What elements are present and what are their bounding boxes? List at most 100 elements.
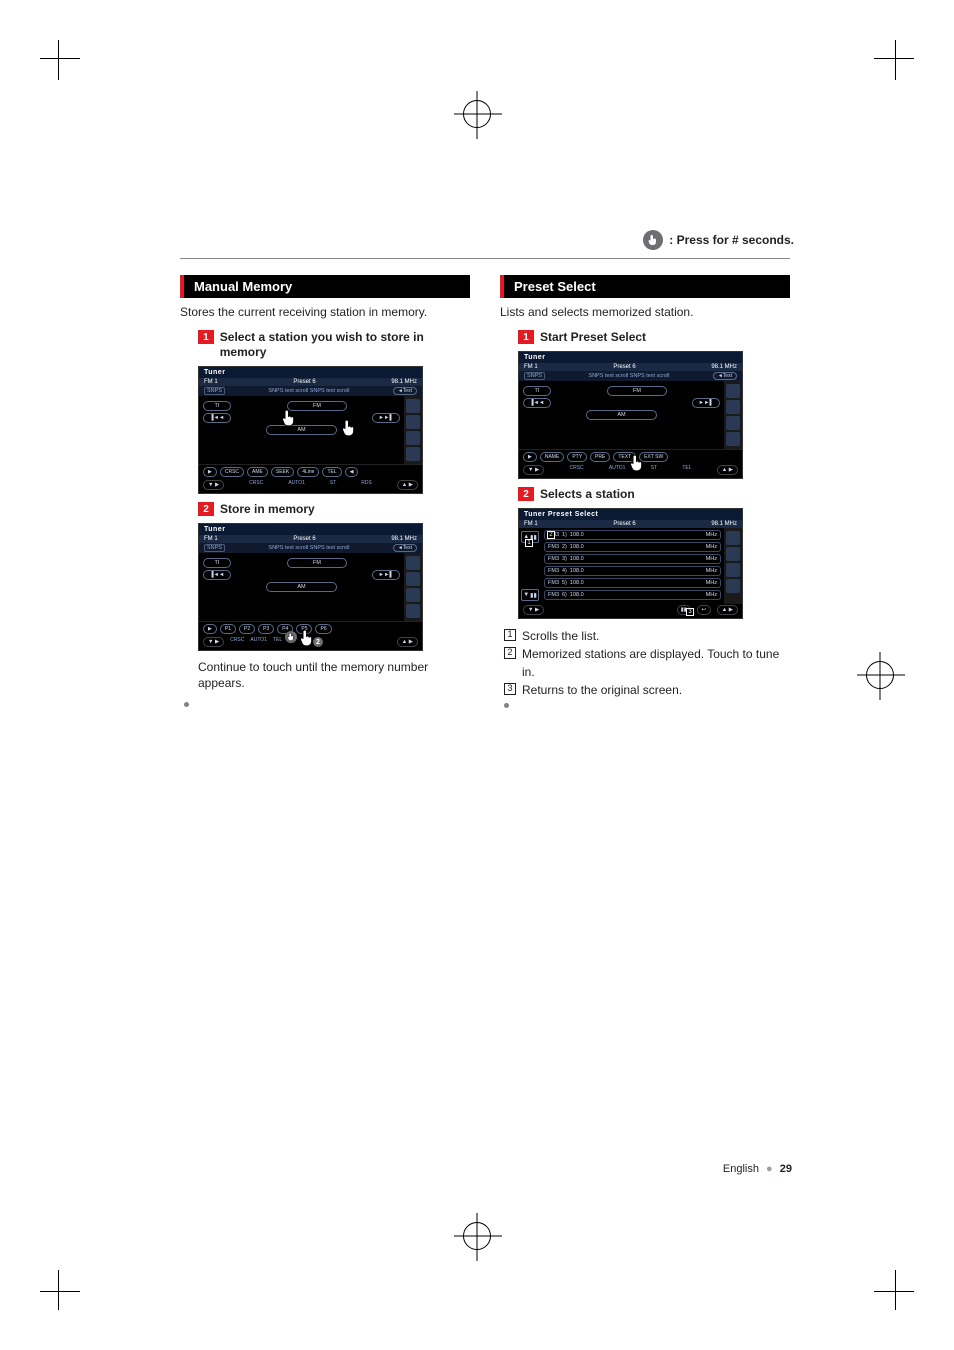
annotation-text: Scrolls the list.	[522, 627, 599, 645]
preset-row[interactable]: FM31)108.0MHz	[544, 530, 721, 540]
next-button[interactable]: ►►▌	[372, 413, 400, 423]
pre-button[interactable]: PRE	[590, 452, 610, 462]
nav-up[interactable]: ▲ ▶	[397, 480, 418, 490]
preset-list: FM31)108.0MHz FM32)108.0MHz FM33)108.0MH…	[541, 528, 724, 604]
am-button[interactable]: AM	[586, 410, 656, 420]
nav-up[interactable]: ▲ ▶	[397, 637, 418, 647]
tuner-screenshot-select: Tuner FM 1 Preset 6 98.1 MHz SNPS SNPS t…	[198, 366, 423, 494]
nav-down[interactable]: ▼ ▶	[203, 637, 224, 647]
scroll-down-button[interactable]: ▼ ▮▮	[521, 589, 539, 601]
status-st: ST	[330, 480, 336, 490]
side-icons	[724, 381, 742, 449]
band-label: FM 1	[524, 521, 538, 527]
step-1-select-station: 1 Select a station you wish to store in …	[198, 330, 470, 360]
status-row: ▼ ▶ ▮▮ ↩ ▲ ▶	[519, 604, 742, 618]
status-auto: AUTO1	[288, 480, 305, 490]
status-auto: AUTO1	[250, 637, 267, 647]
preset-row[interactable]: FM35)108.0MHz	[544, 578, 721, 588]
ame-button[interactable]: AME	[247, 467, 268, 477]
ti-button[interactable]: TI	[523, 386, 551, 396]
ti-button[interactable]: TI	[203, 401, 231, 411]
func-right-button[interactable]: ◀	[345, 467, 359, 477]
side-icon[interactable]	[726, 531, 740, 545]
step-number: 1	[198, 330, 214, 344]
annotation-number: 1	[504, 629, 516, 641]
side-icon[interactable]	[406, 415, 420, 429]
p1-button[interactable]: P1	[220, 624, 236, 634]
name-button[interactable]: NAME	[540, 452, 564, 462]
fm-button[interactable]: FM	[607, 386, 667, 396]
text-scroll-button[interactable]: ◄Text	[393, 544, 417, 552]
step-1-start-preset: 1 Start Preset Select	[518, 330, 790, 345]
crop-mark	[874, 1270, 914, 1310]
nav-up[interactable]: ▲ ▶	[717, 465, 738, 475]
side-icon[interactable]	[726, 432, 740, 446]
snps-badge: SNPS	[204, 387, 225, 395]
section-end-dot	[184, 702, 189, 707]
tel-button[interactable]: TEL	[322, 467, 341, 477]
crop-mark	[40, 40, 80, 80]
nav-down[interactable]: ▼ ▶	[523, 605, 544, 615]
func-left-button[interactable]: ▶	[203, 467, 217, 477]
fourline-button[interactable]: 4Line	[297, 467, 319, 477]
func-left-button[interactable]: ▶	[203, 624, 217, 634]
side-icon[interactable]	[726, 547, 740, 561]
side-icon[interactable]	[406, 399, 420, 413]
freq-label: 98.1 MHz	[391, 536, 417, 542]
preset-row[interactable]: FM36)108.0MHz	[544, 590, 721, 600]
func-left-button[interactable]: ▶	[523, 452, 537, 462]
crsc-button[interactable]: CRSC	[220, 467, 244, 477]
nav-down[interactable]: ▼ ▶	[203, 480, 224, 490]
page-footer: English ● 29	[723, 1163, 792, 1175]
callout-3: 3	[686, 608, 694, 616]
side-icon[interactable]	[406, 604, 420, 618]
tuner-screenshot-store: Tuner FM 1 Preset 6 98.1 MHz SNPS SNPS t…	[198, 523, 423, 651]
next-button[interactable]: ►►▌	[372, 570, 400, 580]
next-button[interactable]: ►►▌	[692, 398, 720, 408]
side-icon[interactable]	[726, 416, 740, 430]
prev-button[interactable]: ▐◄◄	[203, 570, 231, 580]
am-button[interactable]: AM	[266, 582, 336, 592]
preset-row[interactable]: FM33)108.0MHz	[544, 554, 721, 564]
preset-row[interactable]: FM32)108.0MHz	[544, 542, 721, 552]
press-hold-text: : Press for # seconds.	[669, 233, 794, 247]
p3-button[interactable]: P3	[258, 624, 274, 634]
screen-info-row: FM 1 Preset 6 98.1 MHz	[199, 378, 422, 386]
p2-button[interactable]: P2	[239, 624, 255, 634]
freq-label: 98.1 MHz	[711, 521, 737, 527]
am-button[interactable]: AM	[266, 425, 336, 435]
pty-button[interactable]: PTY	[567, 452, 587, 462]
preset-select-section: Preset Select Lists and selects memorize…	[500, 275, 790, 708]
annotation-item: 1 Scrolls the list.	[504, 627, 790, 645]
preset-row[interactable]: FM34)108.0MHz	[544, 566, 721, 576]
status-row: ▼ ▶ CRSC AUTO1 ST RDS ▲ ▶	[199, 479, 422, 493]
side-icon[interactable]	[406, 572, 420, 586]
text-scroll-button[interactable]: ◄Text	[393, 387, 417, 395]
divider	[180, 258, 790, 259]
side-icon[interactable]	[726, 384, 740, 398]
prev-button[interactable]: ▐◄◄	[203, 413, 231, 423]
manual-memory-intro: Stores the current receiving station in …	[180, 304, 470, 320]
nav-down[interactable]: ▼ ▶	[523, 465, 544, 475]
side-icons	[404, 396, 422, 464]
side-icon[interactable]	[406, 588, 420, 602]
prev-button[interactable]: ▐◄◄	[523, 398, 551, 408]
seek-button[interactable]: SEEK	[271, 467, 294, 477]
hand-cursor-hold-icon: 2	[299, 629, 315, 647]
side-icon[interactable]	[406, 556, 420, 570]
preset-select-intro: Lists and selects memorized station.	[500, 304, 790, 320]
side-icon[interactable]	[726, 400, 740, 414]
scroll-text: SNPS text scroll SNPS text scroll	[268, 545, 349, 551]
p6-button[interactable]: P6	[315, 624, 331, 634]
ti-button[interactable]: TI	[203, 558, 231, 568]
text-scroll-button[interactable]: ◄Text	[713, 372, 737, 380]
return-button[interactable]: ↩	[697, 605, 711, 615]
screen-info-row: FM 1 Preset 6 98.1 MHz	[519, 363, 742, 371]
nav-up[interactable]: ▲ ▶	[717, 605, 738, 615]
fm-button[interactable]: FM	[287, 558, 347, 568]
side-icon[interactable]	[406, 431, 420, 445]
side-icon[interactable]	[726, 563, 740, 577]
side-icon[interactable]	[726, 579, 740, 593]
side-icon[interactable]	[406, 447, 420, 461]
screen-title: Tuner Preset Select	[519, 509, 742, 520]
